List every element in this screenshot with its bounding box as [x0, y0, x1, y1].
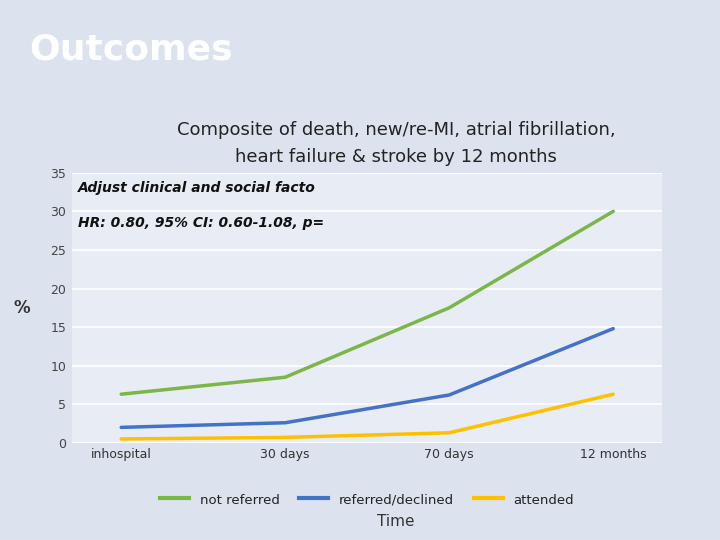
Text: Composite of death, new/re-MI, atrial fibrillation,: Composite of death, new/re-MI, atrial fi… [176, 120, 616, 139]
Legend: not referred, referred/declined, attended: not referred, referred/declined, attende… [155, 488, 580, 512]
Text: Adjust clinical and social facto: Adjust clinical and social facto [78, 181, 315, 195]
Text: heart failure & stroke by 12 months: heart failure & stroke by 12 months [235, 147, 557, 166]
Text: HR: 0.80, 95% CI: 0.60-1.08, p=: HR: 0.80, 95% CI: 0.60-1.08, p= [78, 216, 324, 230]
Text: %: % [13, 299, 30, 317]
Text: Time: Time [377, 514, 415, 529]
Text: Outcomes: Outcomes [29, 32, 233, 66]
